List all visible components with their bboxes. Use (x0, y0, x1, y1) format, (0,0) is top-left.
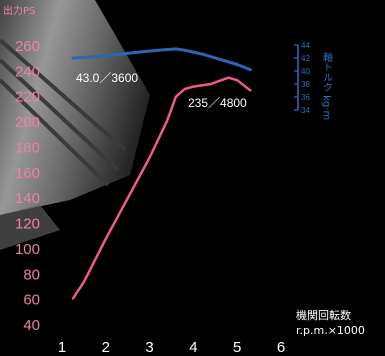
left-tick-label: 40 (23, 317, 40, 334)
x-tick-label: 5 (233, 339, 241, 356)
power-line (71, 76, 252, 300)
x-axis-ticks: 1 2 3 4 5 6 (58, 339, 285, 356)
left-tick-label: 180 (15, 139, 40, 156)
x-axis-label-line2: r.p.m.×1000 (296, 324, 365, 337)
right-tick-label: 36 (301, 93, 310, 102)
x-tick-label: 1 (58, 339, 66, 356)
left-tick-label: 220 (15, 89, 40, 106)
right-tick-label: 42 (301, 54, 310, 63)
x-tick-label: 3 (145, 339, 153, 356)
torque-peak-annotation: 43.0／3600 (76, 71, 138, 85)
left-tick-label: 100 (15, 241, 40, 258)
left-tick-label: 140 (15, 190, 40, 207)
right-axis-ticks: 44 42 40 38 36 34 (294, 41, 310, 115)
right-tick-label: 34 (301, 106, 310, 115)
left-tick-label: 200 (15, 114, 40, 131)
x-tick-label: 6 (277, 339, 285, 356)
torque-line (71, 47, 252, 72)
right-axis-label: 軸トルク kg·m (321, 51, 333, 120)
left-tick-label: 80 (23, 266, 40, 283)
left-tick-label: 240 (15, 63, 40, 80)
x-tick-label: 4 (189, 339, 197, 356)
power-peak-annotation: 235／4800 (188, 96, 247, 110)
left-tick-label: 60 (23, 292, 40, 309)
right-tick-label: 44 (301, 41, 310, 50)
left-tick-label: 160 (15, 165, 40, 182)
x-axis-label-line1: 機関回転数 (296, 308, 351, 322)
x-tick-label: 2 (102, 339, 110, 356)
right-tick-label: 38 (301, 80, 310, 89)
right-tick-label: 40 (301, 67, 310, 76)
left-tick-label: 120 (15, 216, 40, 233)
left-tick-label: 260 (15, 38, 40, 55)
left-axis-ticks: 40 60 80 100 120 140 160 180 200 220 240 260 (15, 38, 40, 334)
left-axis-label: 出力PS (3, 4, 35, 17)
